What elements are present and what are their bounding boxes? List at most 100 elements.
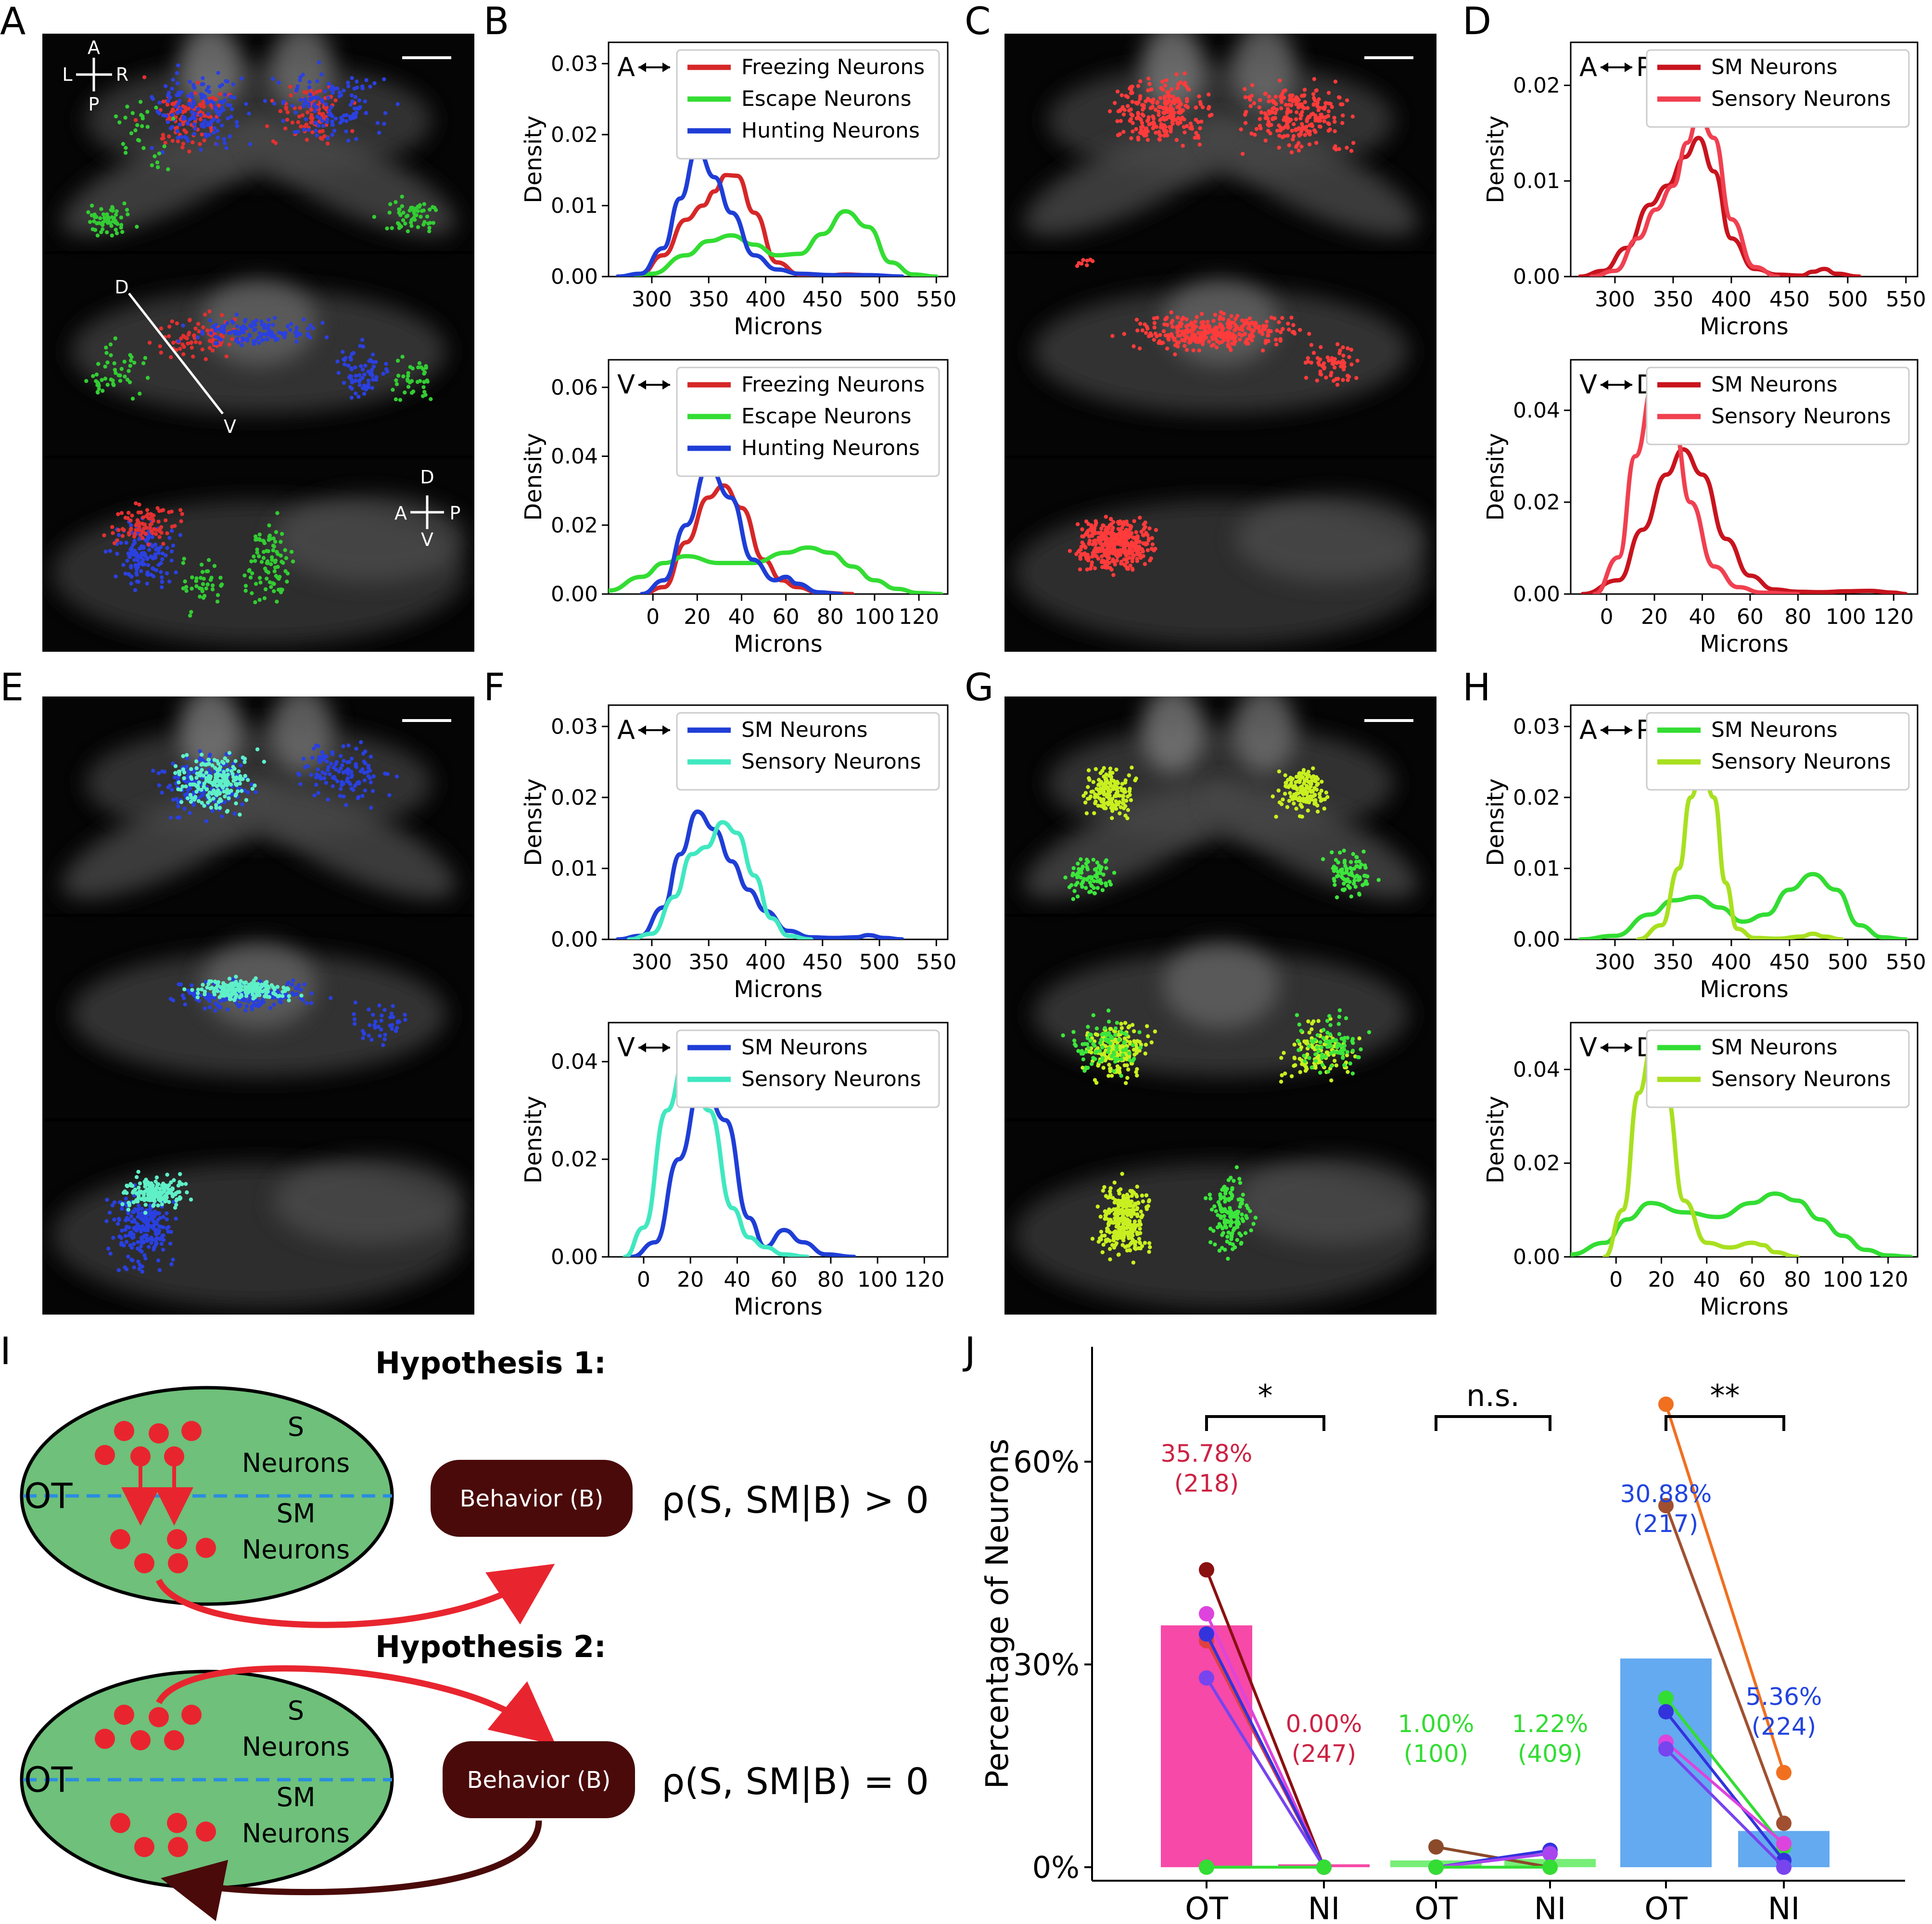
bar-percentage-label: 0.00% bbox=[1286, 1710, 1362, 1738]
orientation-arrowhead bbox=[1625, 725, 1632, 735]
orientation-label: P bbox=[450, 503, 461, 524]
axes-frame bbox=[1570, 704, 1919, 940]
axes-frame bbox=[1570, 41, 1919, 278]
ot-label-1: OT bbox=[24, 1476, 73, 1516]
legend-entry: Sensory Neurons bbox=[741, 749, 921, 774]
x-axis-label: Microns bbox=[734, 631, 823, 658]
x-tick-label: 0 bbox=[637, 1267, 650, 1292]
paired-line bbox=[1665, 1747, 1785, 1869]
tissue-region bbox=[1233, 34, 1296, 111]
x-tick-label: 400 bbox=[1711, 950, 1752, 975]
paired-point bbox=[1542, 1859, 1558, 1875]
density-curve bbox=[615, 809, 904, 939]
x-tick-label: 40 bbox=[728, 605, 755, 629]
y-tick-label: 0.02 bbox=[551, 1147, 598, 1172]
s-neurons-label-1: Neurons bbox=[242, 1448, 350, 1478]
tissue-region bbox=[271, 696, 333, 773]
paired-line bbox=[1436, 1845, 1551, 1869]
kde-svg: 0 20 40 60 80 100 1200.000.020.04MicronsDensit… bbox=[1482, 359, 1919, 658]
y-tick-label: 0.00 bbox=[551, 927, 598, 952]
legend-entry: Hunting Neurons bbox=[741, 436, 920, 460]
density-plot-h-bottom: 0 20 40 60 80 100 120 0.00 0.02 0.04 Microns Densit… bbox=[1443, 1014, 1932, 1322]
x-tick-label: NI bbox=[1768, 1891, 1800, 1924]
y-tick-label: 0.00 bbox=[551, 582, 598, 607]
bar-percentage-label: 30.88% bbox=[1620, 1480, 1712, 1508]
y-tick-label: 0.02 bbox=[1513, 1151, 1560, 1176]
x-tick-label: 0 bbox=[1600, 605, 1614, 629]
legend-entry: SM Neurons bbox=[1711, 372, 1838, 397]
paired-line bbox=[1205, 1677, 1325, 1868]
y-axis-label: Density bbox=[520, 778, 547, 866]
y-tick-label: 60% bbox=[1013, 1444, 1080, 1480]
orientation-label: L bbox=[62, 64, 72, 85]
x-tick-label: 40 bbox=[1689, 605, 1716, 629]
tissue-region bbox=[273, 495, 466, 582]
sm-label-2: SM bbox=[277, 1782, 316, 1812]
behavior-box-2 bbox=[443, 1741, 635, 1818]
legend-entry: SM Neurons bbox=[1711, 55, 1838, 79]
paired-point bbox=[1776, 1859, 1792, 1875]
density-curve bbox=[615, 146, 904, 277]
density-curve bbox=[615, 209, 939, 277]
density-curve bbox=[1636, 765, 1844, 939]
s-neurons-label-2: Neurons bbox=[242, 1732, 350, 1762]
paired-line bbox=[1205, 1633, 1325, 1868]
legend-entry: SM Neurons bbox=[1711, 1035, 1838, 1060]
x-tick-label: 120 bbox=[904, 1267, 944, 1292]
legend-entry: SM Neurons bbox=[741, 718, 868, 742]
orientation-arrowhead bbox=[1601, 63, 1608, 72]
y-tick-label: 0.00 bbox=[551, 1245, 598, 1269]
tissue-region bbox=[1233, 696, 1296, 773]
x-tick-label: OT bbox=[1414, 1891, 1458, 1924]
tissue-region bbox=[62, 783, 273, 899]
density-plot-b-bottom: 0 20 40 60 80 100 120 0.00 0.02 0.04 0.06 Microns De… bbox=[481, 351, 962, 659]
orientation-arrowhead bbox=[638, 1043, 646, 1052]
significance-label: n.s. bbox=[1466, 1378, 1520, 1413]
paired-point bbox=[1658, 1498, 1674, 1514]
kde-svg: 300 350 400 450 500 550 0.00 0.01 0.02 0.03 Micron… bbox=[520, 41, 956, 340]
x-tick-label: 60 bbox=[1739, 1267, 1766, 1292]
sm-neurons-label-1: Neurons bbox=[242, 1534, 350, 1565]
legend-box bbox=[1646, 1029, 1910, 1108]
orientation-arrowhead bbox=[1625, 1043, 1632, 1052]
significance-label: ** bbox=[1710, 1378, 1740, 1413]
density-plot-d-bottom: 0 20 40 60 80 100 120 0.00 0.02 0.04 Microns Densit… bbox=[1443, 351, 1932, 659]
equation-2: ρ(S, SM|B) = 0 bbox=[661, 1760, 929, 1803]
density-plot-d-top: 300 350 400 450 500 550 0.00 0.01 0.02 Microns Den… bbox=[1443, 34, 1932, 342]
y-tick-label: 0.02 bbox=[551, 513, 598, 538]
y-tick-label: 0.03 bbox=[1513, 714, 1560, 739]
x-tick-label: 350 bbox=[1653, 950, 1693, 975]
density-curve bbox=[1577, 136, 1862, 277]
x-axis-label: Microns bbox=[734, 313, 823, 340]
density-curve bbox=[1602, 1044, 1800, 1257]
paired-point bbox=[1658, 1690, 1674, 1706]
x-tick-label: NI bbox=[1308, 1891, 1340, 1924]
orientation-arrowhead bbox=[1601, 380, 1608, 390]
legend-entry: Sensory Neurons bbox=[1711, 749, 1891, 774]
y-axis-label: Density bbox=[520, 1096, 547, 1183]
equation-1: ρ(S, SM|B) > 0 bbox=[661, 1479, 929, 1522]
y-tick-label: 0.02 bbox=[1513, 73, 1560, 98]
density-curve bbox=[1589, 112, 1780, 277]
orientation-arrowhead bbox=[638, 725, 646, 735]
axes-frame bbox=[608, 41, 949, 278]
legend-box bbox=[1646, 367, 1910, 445]
x-tick-label: 100 bbox=[1822, 1267, 1863, 1292]
bar-count-label: (100) bbox=[1404, 1740, 1468, 1768]
legend-entry: Hunting Neurons bbox=[741, 118, 920, 143]
density-curve bbox=[1580, 447, 1908, 594]
y-tick-label: 0.00 bbox=[551, 265, 598, 289]
tissue-region bbox=[273, 1158, 466, 1245]
y-tick-label: 0.02 bbox=[1513, 490, 1560, 515]
x-tick-label: 400 bbox=[745, 950, 786, 975]
bar-percentage-label: 35.78% bbox=[1161, 1440, 1253, 1468]
s-label-2: S bbox=[288, 1696, 304, 1726]
x-tick-label: 20 bbox=[677, 1267, 704, 1292]
kde-svg: 0 20 40 60 80 100 1200.000.020.04MicronsDensit… bbox=[1482, 1022, 1919, 1320]
x-tick-label: 0 bbox=[1609, 1267, 1623, 1292]
legend-entry: SM Neurons bbox=[741, 1035, 868, 1060]
y-tick-label: 0.00 bbox=[1513, 265, 1560, 289]
y-tick-label: 0.01 bbox=[1513, 856, 1560, 881]
x-tick-label: 500 bbox=[1828, 950, 1868, 975]
y-tick-label: 0.01 bbox=[551, 193, 598, 218]
